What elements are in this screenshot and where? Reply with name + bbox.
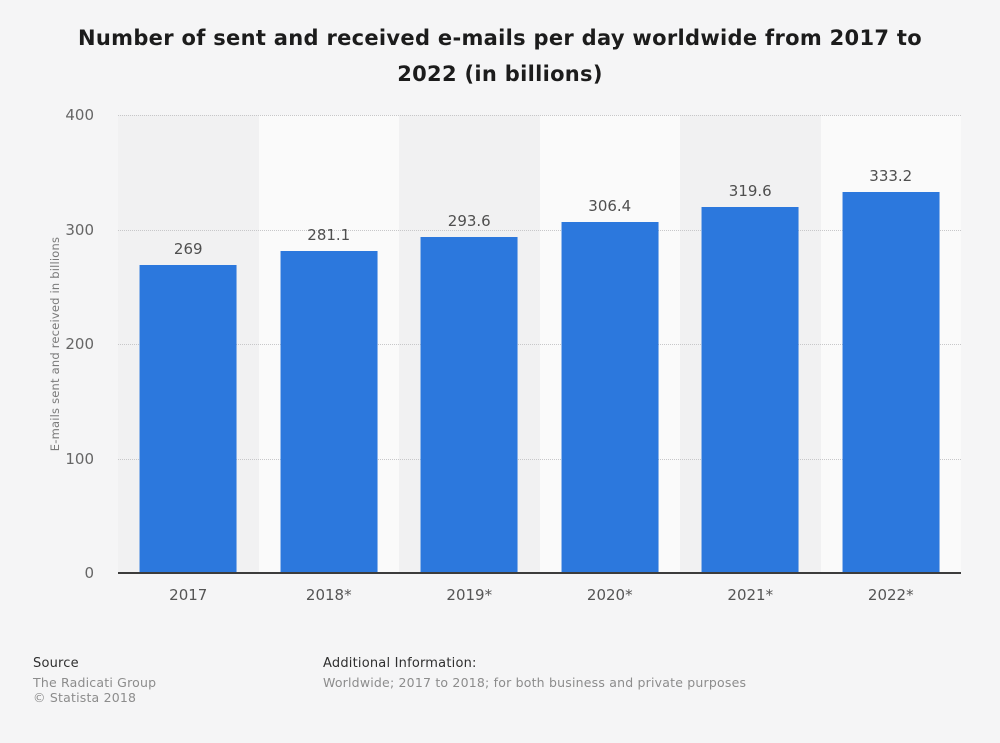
y-tick-100: 100: [65, 449, 94, 468]
bar-columns: 269 281.1 293.6 306.4 319.6 333.2: [118, 115, 961, 573]
additional-info-label: Additional Information:: [323, 656, 477, 671]
chart-title: Number of sent and received e-mails per …: [78, 26, 922, 86]
bar-column-2020*: 306.4: [540, 115, 681, 573]
x-tick-2019*: 2019*: [446, 586, 493, 604]
bar-column-2017: 269: [118, 115, 259, 573]
x-tick-2018*: 2018*: [305, 586, 352, 604]
footer: Source The Radicati Group © Statista 201…: [33, 656, 980, 705]
value-label-2018*: 281.1: [307, 226, 351, 245]
gridline-100: [118, 458, 961, 460]
bar-2018*[interactable]: [280, 251, 378, 573]
gridline-200: [118, 344, 961, 345]
value-label-2021*: 319.6: [728, 182, 772, 201]
x-tick-2021*: 2021*: [727, 586, 774, 604]
bar-column-2018*: 281.1: [259, 115, 400, 573]
value-label-2022*: 333.2: [869, 166, 913, 185]
bar-2022*[interactable]: [842, 191, 940, 573]
bar-column-2021*: 319.6: [680, 115, 821, 573]
y-tick-0: 0: [84, 564, 94, 582]
footer-additional-block: Additional Information: Worldwide; 2017 …: [323, 656, 746, 690]
value-label-2019*: 293.6: [447, 211, 491, 230]
footer-source-block: Source The Radicati Group © Statista 201…: [33, 656, 323, 705]
value-label-2017: 269: [173, 240, 203, 258]
y-tick-300: 300: [65, 220, 94, 239]
bar-column-2022*: 333.2: [821, 115, 962, 573]
additional-info-text: Worldwide; 2017 to 2018; for both busine…: [323, 675, 747, 690]
value-label-2020*: 306.4: [588, 197, 632, 216]
bar-2019*[interactable]: [420, 236, 518, 573]
x-tick-2022*: 2022*: [867, 586, 914, 604]
x-tick-2020*: 2020*: [586, 586, 633, 604]
y-tick-200: 200: [65, 335, 94, 353]
statista-copyright: © Statista 2018: [33, 690, 137, 705]
gridline-400: [118, 115, 961, 116]
gridline-300: [118, 229, 961, 231]
bar-column-2019*: 293.6: [399, 115, 540, 573]
source-name: The Radicati Group: [33, 675, 157, 690]
plot-area: 269 281.1 293.6 306.4 319.6 333.2: [118, 115, 961, 574]
bar-2017[interactable]: [139, 265, 237, 573]
x-axis-line: [118, 572, 961, 574]
y-tick-400: 400: [65, 106, 94, 124]
bar-2021*[interactable]: [701, 207, 799, 573]
source-label: Source: [33, 656, 79, 671]
x-tick-labels: 2017 2018* 2019* 2020* 2021* 2022*: [118, 586, 961, 604]
bar-2020*[interactable]: [561, 222, 659, 573]
x-tick-2017: 2017: [169, 586, 208, 604]
